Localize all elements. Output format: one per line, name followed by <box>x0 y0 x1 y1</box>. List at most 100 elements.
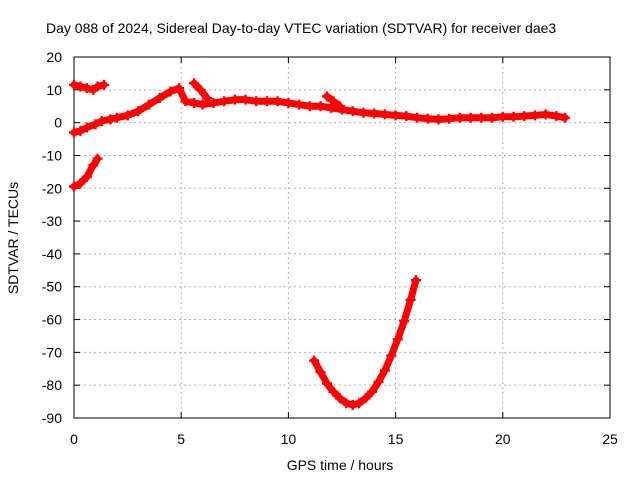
x-tick-label: 15 <box>388 431 404 447</box>
data-point <box>412 112 423 123</box>
data-point <box>444 113 455 124</box>
data-point <box>354 398 365 409</box>
data-point <box>81 122 92 133</box>
data-point <box>75 125 86 136</box>
data-point <box>69 181 79 192</box>
data-point <box>551 111 562 122</box>
data-point <box>386 350 397 361</box>
x-tick-label: 5 <box>177 431 185 447</box>
data-point <box>399 316 410 327</box>
series-group <box>69 153 103 192</box>
y-tick-label: -90 <box>42 410 62 426</box>
data-point <box>465 112 476 123</box>
series-group <box>69 79 110 95</box>
y-axis-label: SDTVAR / TECUs <box>5 182 21 294</box>
x-tick-label: 10 <box>281 431 297 447</box>
y-tick-label: -70 <box>42 344 62 360</box>
data-point <box>75 178 86 189</box>
data-point <box>240 94 251 105</box>
data-point <box>75 81 86 92</box>
data-point <box>189 78 200 89</box>
data-series-layer <box>69 78 570 410</box>
data-point <box>410 275 421 286</box>
x-axis-label: GPS time / hours <box>287 457 394 473</box>
data-point <box>309 355 320 366</box>
chart-title: Day 088 of 2024, Sidereal Day-to-day VTE… <box>46 20 556 36</box>
data-point <box>251 96 262 107</box>
data-point <box>519 111 530 122</box>
data-point <box>304 101 315 112</box>
data-point <box>347 106 358 117</box>
y-axis-ticks: 20 10 0 -10 -20 -30 -40 -50 -60 -70 -80 -90 <box>42 49 610 426</box>
y-tick-label: 0 <box>54 115 62 131</box>
data-point <box>315 367 326 378</box>
y-tick-label: -10 <box>42 147 62 163</box>
data-point <box>69 79 79 90</box>
y-tick-label: -80 <box>42 377 62 393</box>
data-point <box>105 114 116 125</box>
data-point <box>334 393 345 404</box>
x-axis-ticks: 0 5 10 15 20 25 <box>70 57 618 447</box>
data-point <box>497 111 508 122</box>
data-point <box>88 160 99 171</box>
series-group <box>189 78 212 104</box>
x-tick-label: 25 <box>602 431 618 447</box>
data-point <box>401 111 412 122</box>
data-point <box>328 386 339 397</box>
data-point <box>122 110 133 121</box>
data-point <box>154 93 165 104</box>
data-point <box>90 119 101 130</box>
data-point <box>201 93 212 104</box>
data-point <box>360 393 371 404</box>
data-point <box>133 106 144 117</box>
data-point <box>92 153 103 164</box>
data-point <box>379 365 390 376</box>
data-point <box>379 109 390 120</box>
data-point <box>358 107 369 118</box>
data-point <box>321 378 332 389</box>
data-point <box>92 81 103 92</box>
data-point <box>367 386 378 397</box>
data-point <box>197 99 208 110</box>
data-point <box>328 96 339 107</box>
x-tick-label: 20 <box>495 431 511 447</box>
y-tick-label: 10 <box>46 82 62 98</box>
data-point <box>219 96 230 107</box>
data-point <box>283 97 294 108</box>
data-point <box>392 334 403 345</box>
data-point <box>529 110 540 121</box>
data-point <box>180 96 191 107</box>
data-point <box>69 127 79 138</box>
data-point <box>229 94 240 105</box>
data-point <box>347 399 358 410</box>
data-point <box>321 91 332 102</box>
data-point <box>373 376 384 387</box>
data-point <box>111 112 122 123</box>
y-tick-label: -60 <box>42 312 62 328</box>
series-group <box>309 275 421 410</box>
data-point <box>96 115 107 126</box>
plot-frame <box>73 56 611 419</box>
data-point <box>81 83 92 94</box>
series-group <box>321 91 345 112</box>
data-point <box>334 101 345 112</box>
data-point <box>476 112 487 123</box>
data-point <box>81 171 92 182</box>
data-point <box>208 97 219 108</box>
data-point <box>326 102 337 113</box>
series-group <box>69 83 570 138</box>
data-point <box>294 99 305 110</box>
y-tick-label: -50 <box>42 279 62 295</box>
data-point <box>341 398 352 409</box>
data-point <box>369 108 380 119</box>
data-point <box>195 84 206 95</box>
data-point <box>174 83 185 94</box>
data-point <box>422 113 433 124</box>
series-line <box>310 276 420 409</box>
x-tick-label: 0 <box>70 431 78 447</box>
y-tick-label: -20 <box>42 180 62 196</box>
data-point <box>559 112 570 123</box>
y-tick-label: -30 <box>42 213 62 229</box>
data-point <box>508 111 519 122</box>
data-point <box>272 96 283 107</box>
